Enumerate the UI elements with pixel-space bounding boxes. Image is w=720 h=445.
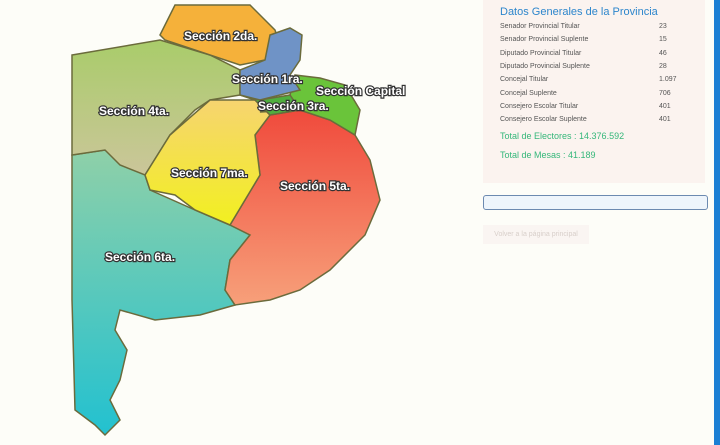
label-2da: Sección 2da.	[184, 29, 257, 43]
row-label: Concejal Suplente	[500, 89, 557, 97]
region-1ra[interactable]	[239, 27, 303, 101]
label-7ma: Sección 7ma.	[171, 166, 248, 180]
scrollbar-edge	[714, 0, 720, 445]
row-value: 28	[659, 62, 667, 70]
search-input[interactable]	[483, 195, 708, 210]
row-label: Senador Provincial Suplente	[500, 36, 589, 44]
row-value: 1.097	[659, 76, 677, 84]
row-label: Senador Provincial Titular	[500, 23, 580, 30]
row-label: Diputado Provincial Suplente	[500, 62, 590, 70]
data-row: Concejal Suplente 706	[500, 90, 695, 97]
label-3ra: Sección 3ra.	[258, 99, 329, 113]
region-6ta[interactable]	[71, 149, 252, 437]
row-label: Diputado Provincial Titular	[500, 49, 582, 57]
label-6ta: Sección 6ta.	[105, 250, 175, 264]
panel-title: Datos Generales de la Provincia	[500, 6, 658, 18]
data-row: Consejero Escolar Titular 401	[500, 103, 695, 110]
row-label: Concejal Titular	[500, 76, 549, 84]
province-data-panel: Datos Generales de la Provincia Senador …	[483, 0, 705, 183]
row-value: 401	[659, 116, 671, 124]
total-electores: Total de Electores : 14.376.592	[500, 131, 625, 141]
row-value: 15	[659, 36, 667, 44]
data-row: Concejal Titular 1.097	[500, 76, 695, 83]
row-value: 706	[659, 89, 671, 97]
row-value: 46	[659, 49, 667, 57]
data-row: Senador Provincial Suplente 15	[500, 36, 695, 43]
label-5ta: Sección 5ta.	[280, 179, 350, 193]
region-2da[interactable]	[159, 4, 281, 66]
data-row: Consejero Escolar Suplente 401	[500, 116, 695, 123]
data-row: Senador Provincial Titular 23	[500, 23, 695, 30]
row-value: 401	[659, 102, 671, 110]
label-1ra: Sección 1ra.	[232, 72, 303, 86]
data-row: Diputado Provincial Titular 46	[500, 50, 695, 57]
province-map: Sección 2da. Sección 1ra. Sección Capita…	[71, 4, 407, 437]
back-to-home-button[interactable]: Volver a la página principal	[483, 225, 589, 244]
total-mesas: Total de Mesas : 41.189	[500, 150, 596, 160]
label-capital: Sección Capital	[316, 84, 405, 98]
data-row: Diputado Provincial Suplente 28	[500, 63, 695, 70]
row-label: Consejero Escolar Titular	[500, 102, 579, 110]
row-label: Consejero Escolar Suplente	[500, 116, 587, 124]
label-4ta: Sección 4ta.	[99, 104, 169, 118]
row-value: 23	[659, 23, 667, 30]
